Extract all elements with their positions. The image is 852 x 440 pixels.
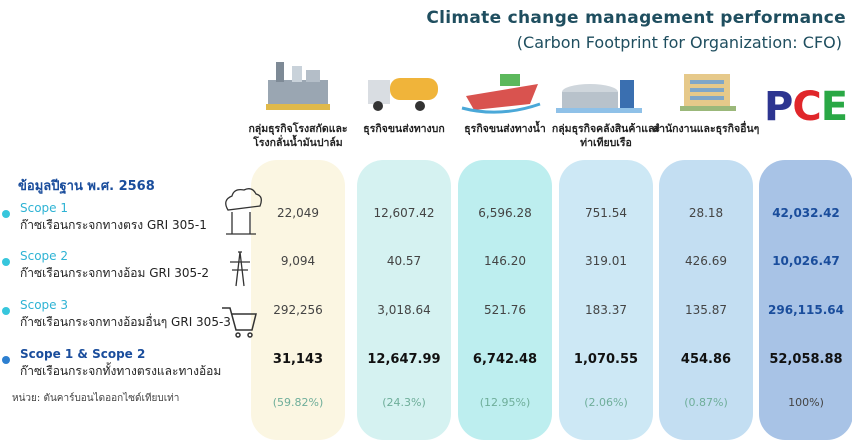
- truck-icon: [368, 78, 438, 111]
- pylon-icon: [230, 251, 250, 287]
- logo-letter: E: [820, 84, 848, 130]
- value-cell: 183.37: [585, 303, 627, 317]
- base-year: ข้อมูลปีฐาน พ.ศ. 2568: [18, 179, 155, 194]
- share-cell: (0.87%): [684, 396, 728, 409]
- value-cell: 3,018.64: [377, 303, 431, 317]
- value-cell: 6,596.28: [478, 206, 532, 220]
- value-cell: 319.01: [585, 254, 627, 268]
- icons: [222, 62, 736, 338]
- column-bg: [659, 160, 753, 440]
- row-dot: [2, 210, 10, 218]
- warehouse-icon: [556, 80, 642, 113]
- unit-note: หน่วย: ตันคาร์บอนไดออกไซด์เทียบเท่า: [12, 393, 180, 404]
- value-cell: 12,647.99: [367, 352, 441, 367]
- logo: PCE: [764, 84, 848, 130]
- value-cell: 521.76: [484, 303, 526, 317]
- scope-description: ก๊าซเรือนกระจกทางตรง GRI 305-1: [20, 218, 207, 232]
- value-cell: 40.57: [386, 254, 422, 268]
- row-dot: [2, 258, 10, 266]
- value-cell: 52,058.88: [769, 352, 843, 367]
- column-header: กลุ่มธุรกิจคลังสินค้าและท่าเทียบเรือ: [551, 123, 661, 149]
- ship-icon: [461, 74, 541, 114]
- logo-letter: P: [764, 84, 793, 130]
- page: {"title": "Climate change management per…: [2, 8, 852, 440]
- co2-icon: [225, 188, 262, 235]
- column-bg: [759, 160, 852, 440]
- scope-label: Scope 1: [20, 201, 69, 215]
- value-cell: 146.20: [484, 254, 526, 268]
- value-cell: 751.54: [585, 206, 627, 220]
- subtitle: (Carbon Footprint for Organization: CFO): [516, 33, 842, 52]
- factory-icon: [266, 62, 330, 110]
- value-cell: 6,742.48: [472, 352, 538, 367]
- row-dot: [2, 307, 10, 315]
- scope-description: ก๊าซเรือนกระจกทางอ้อมอื่นๆ GRI 305-3: [20, 315, 231, 329]
- value-cell: 135.87: [685, 303, 727, 317]
- scope-label: Scope 3: [20, 298, 69, 312]
- column-bg: [559, 160, 653, 440]
- column-header: ธุรกิจขนส่งทางบก: [363, 123, 445, 135]
- share-cell: (24.3%): [382, 396, 426, 409]
- value-cell: 9,094: [280, 254, 316, 268]
- column-bg: [458, 160, 552, 440]
- share-cell: (2.06%): [584, 396, 628, 409]
- column-bg: [251, 160, 345, 440]
- value-cell: 22,049: [277, 206, 319, 220]
- scope-description: ก๊าซเรือนกระจกทางอ้อม GRI 305-2: [20, 266, 210, 280]
- value-cell: 12,607.42: [373, 206, 435, 220]
- scope-label: Scope 1 & Scope 2: [20, 347, 146, 361]
- column-header: สำนักงานและธุรกิจอื่นๆ: [652, 123, 760, 135]
- scope-description: ก๊าซเรือนกระจกทั้งทางตรงและทางอ้อม: [20, 364, 222, 378]
- value-cell: 426.69: [685, 254, 727, 268]
- value-cell: 296,115.64: [768, 303, 844, 317]
- value-cell: 1,070.55: [573, 352, 639, 367]
- value-cell: 292,256: [273, 303, 323, 317]
- scope-label: Scope 2: [20, 249, 69, 263]
- logo-letter: C: [792, 84, 821, 130]
- title: Climate change management performance: [426, 8, 846, 28]
- value-cell: 31,143: [272, 352, 324, 367]
- value-cell: 42,032.42: [772, 206, 840, 220]
- share-cell: (59.82%): [272, 396, 324, 409]
- value-cell: 454.86: [680, 352, 732, 367]
- share-cell: (12.95%): [479, 396, 531, 409]
- share-cell: 100%): [788, 396, 824, 409]
- column-header: กลุ่มธุรกิจโรงสกัดและโรงกลั่นน้ำมันปาล์ม: [248, 123, 348, 149]
- cart-icon: [222, 307, 257, 338]
- value-cell: 10,026.47: [772, 254, 840, 268]
- column-bg: [357, 160, 451, 440]
- column-header: ธุรกิจขนส่งทางน้ำ: [464, 123, 546, 135]
- row-dot: [2, 356, 10, 364]
- office-icon: [680, 74, 736, 111]
- value-cell: 28.18: [688, 206, 724, 220]
